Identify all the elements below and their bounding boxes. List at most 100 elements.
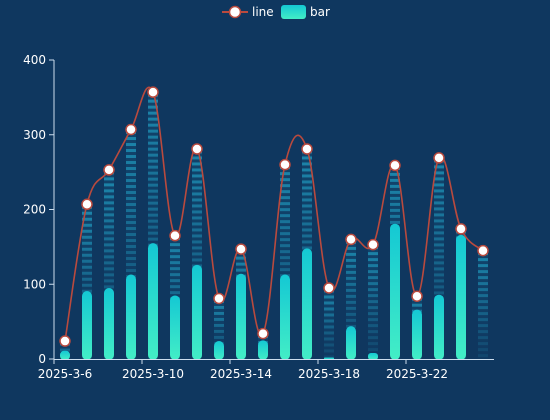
- line-point[interactable]: [389, 159, 401, 172]
- line-point[interactable]: [213, 292, 225, 305]
- bar-ghost-stripe: [368, 285, 378, 289]
- bar-ghost-stripe: [192, 219, 202, 223]
- bar-ghost-stripe: [456, 359, 466, 363]
- bar-ghost-stripe: [192, 261, 202, 265]
- line-point[interactable]: [147, 86, 159, 98]
- bar-ghost-stripe: [148, 168, 158, 172]
- bar-ghost-stripe: [126, 272, 136, 276]
- bar-ghost-stripe: [434, 252, 444, 256]
- line-point[interactable]: [81, 198, 93, 211]
- legend-item-line[interactable]: line: [222, 5, 274, 19]
- line-point[interactable]: [279, 158, 291, 171]
- bar-ghost-stripe: [192, 201, 202, 205]
- bar-ghost-stripe: [192, 231, 202, 235]
- bar-ghost-stripe: [126, 146, 136, 150]
- line-point[interactable]: [367, 238, 379, 251]
- bar-ghost-stripe: [368, 273, 378, 277]
- bar-ghost-stripe: [192, 243, 202, 247]
- legend[interactable]: line bar: [222, 5, 330, 19]
- bar-ghost-stripe: [324, 304, 334, 308]
- bar-ghost-stripe: [104, 246, 114, 250]
- bar-ghost-stripe: [368, 345, 378, 349]
- line-point[interactable]: [433, 152, 445, 164]
- bar: [302, 248, 312, 360]
- line-point[interactable]: [411, 290, 423, 302]
- bar-ghost-stripe: [126, 182, 136, 186]
- bar-ghost-stripe: [478, 327, 488, 331]
- bar-ghost-stripe: [170, 288, 180, 292]
- bar-ghost-stripe: [368, 291, 378, 295]
- line-point[interactable]: [191, 143, 203, 155]
- line-point[interactable]: [301, 143, 313, 155]
- bar-ghost-stripe: [390, 217, 400, 221]
- bar-ghost-stripe: [214, 314, 224, 318]
- bar-ghost-stripe: [478, 261, 488, 265]
- bar-ghost-stripe: [104, 258, 114, 262]
- axes: 0 100 200 300 400 2025-3-6 2025-3-10 2025-3-14 2…: [23, 53, 494, 381]
- bar-ghost-stripe: [104, 192, 114, 196]
- bar-ghost-stripe: [324, 346, 334, 350]
- bar-ghost-stripe: [126, 140, 136, 144]
- bar-ghost-stripe: [478, 291, 488, 295]
- line-point[interactable]: [59, 335, 71, 347]
- bar-ghost-stripe: [170, 240, 180, 244]
- bar-ghost-stripe: [104, 216, 114, 220]
- bar-ghost-stripe: [192, 177, 202, 181]
- bar: [390, 223, 400, 360]
- bar-ghost-stripe: [434, 198, 444, 202]
- bar-ghost-stripe: [324, 322, 334, 326]
- bar-ghost-stripe: [82, 268, 92, 272]
- bar-ghost-stripe: [192, 183, 202, 187]
- bar-ghost-stripe: [214, 302, 224, 306]
- bar-ghost-stripe: [192, 213, 202, 217]
- bar-ghost-stripe: [302, 201, 312, 205]
- bar-ghost-stripe: [148, 192, 158, 196]
- bar-ghost-stripe: [390, 205, 400, 209]
- bar-ghost-stripe: [148, 180, 158, 184]
- line-point[interactable]: [323, 282, 335, 294]
- y-tick-label: 100: [23, 277, 46, 291]
- bar-ghost-stripe: [346, 249, 356, 253]
- bar-ghost-stripe: [148, 114, 158, 118]
- legend-item-bar[interactable]: bar: [281, 5, 330, 19]
- bar-ghost-stripe: [148, 228, 158, 232]
- bar-ghost-stripe: [192, 255, 202, 259]
- line-point[interactable]: [345, 233, 357, 246]
- bar-ghost-stripe: [126, 152, 136, 156]
- bar-ghost-stripe: [126, 194, 136, 198]
- bar-ghost-stripe: [280, 205, 290, 209]
- bar-ghost-stripe: [236, 271, 246, 275]
- line-point[interactable]: [235, 243, 247, 255]
- line-point[interactable]: [169, 229, 181, 242]
- line-point[interactable]: [103, 164, 115, 176]
- bar-ghost-stripe: [346, 243, 356, 247]
- bar-ghost-stripe: [346, 297, 356, 301]
- line-point[interactable]: [257, 327, 269, 340]
- bar-ghost-stripe: [148, 210, 158, 214]
- bar-ghost: [368, 244, 378, 359]
- line-point[interactable]: [477, 244, 489, 257]
- bar-ghost-stripe: [126, 218, 136, 222]
- bar-ghost-stripe: [302, 153, 312, 157]
- bar-ghost-stripe: [324, 328, 334, 332]
- line-point[interactable]: [455, 223, 467, 235]
- bar-ghost-stripe: [346, 309, 356, 313]
- bar-ghost-stripe: [170, 282, 180, 286]
- bar-ghost-stripe: [434, 168, 444, 172]
- bar-ghost-stripe: [302, 189, 312, 193]
- bar-ghost-stripe: [280, 181, 290, 185]
- bar-ghost-stripe: [346, 261, 356, 265]
- bar-ghost-stripe: [280, 169, 290, 173]
- bar-ghost-stripe: [390, 169, 400, 173]
- bar-ghost-stripe: [368, 333, 378, 337]
- bar-ghost-stripe: [148, 174, 158, 178]
- line-point[interactable]: [125, 123, 137, 136]
- bar-ghost-stripe: [302, 183, 312, 187]
- bar-ghost-stripe: [214, 326, 224, 330]
- bar-ghost-stripe: [390, 193, 400, 197]
- bar-ghost-stripe: [104, 234, 114, 238]
- bar-ghost-stripe: [280, 229, 290, 233]
- bar-ghost-stripe: [192, 189, 202, 193]
- bar-ghost-stripe: [434, 240, 444, 244]
- bar-ghost-stripe: [148, 240, 158, 244]
